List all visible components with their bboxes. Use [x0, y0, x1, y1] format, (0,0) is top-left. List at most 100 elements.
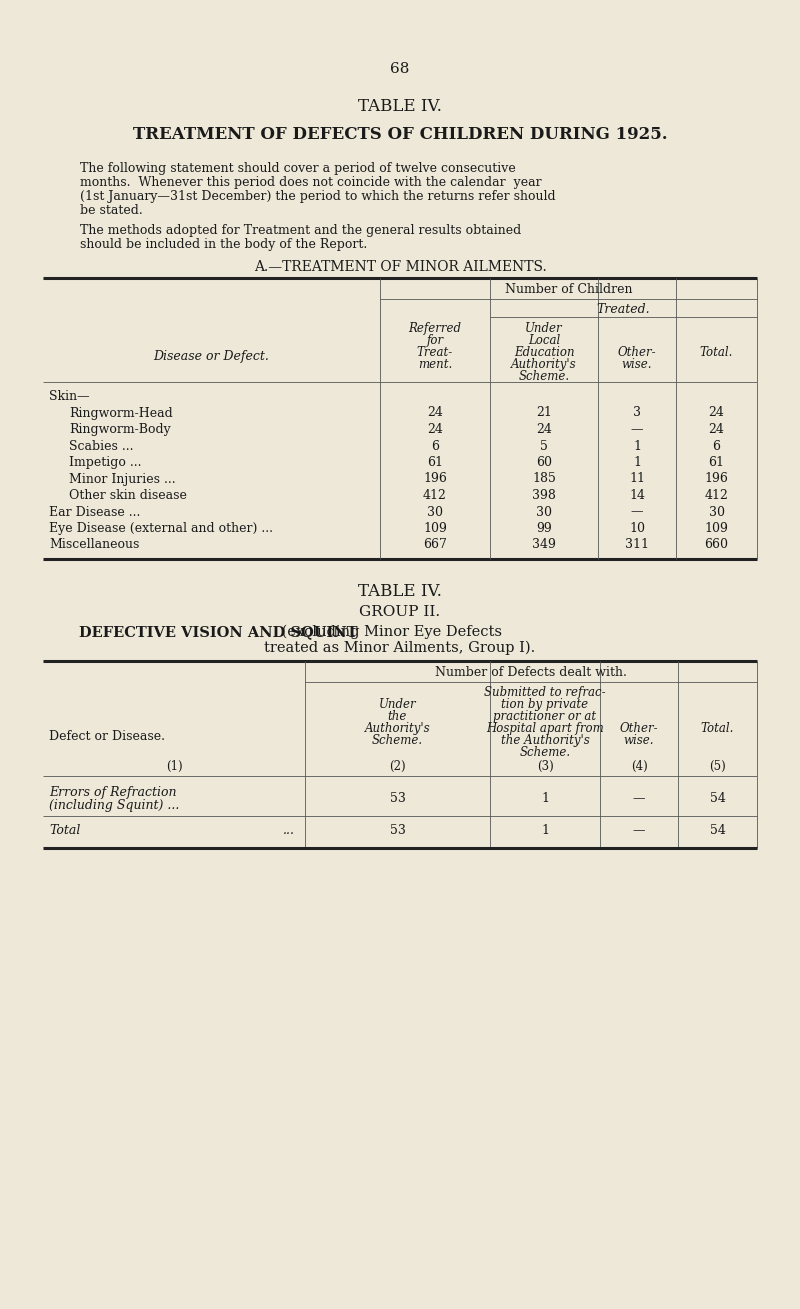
Text: Minor Injuries ...: Minor Injuries ... — [69, 473, 176, 486]
Text: Referred: Referred — [409, 322, 462, 335]
Text: should be included in the body of the Report.: should be included in the body of the Re… — [80, 238, 367, 251]
Text: 1: 1 — [633, 456, 641, 469]
Text: wise.: wise. — [624, 734, 654, 747]
Text: 660: 660 — [705, 538, 729, 551]
Text: ment.: ment. — [418, 357, 452, 370]
Text: Defect or Disease.: Defect or Disease. — [49, 730, 165, 744]
Text: Scheme.: Scheme. — [518, 370, 570, 384]
Text: 1: 1 — [541, 823, 549, 836]
Text: 6: 6 — [431, 440, 439, 453]
Text: 60: 60 — [536, 456, 552, 469]
Text: Disease or Defect.: Disease or Defect. — [154, 350, 270, 363]
Text: 349: 349 — [532, 538, 556, 551]
Text: Submitted to refrac-: Submitted to refrac- — [484, 686, 606, 699]
Text: Ear Disease ...: Ear Disease ... — [49, 505, 140, 518]
Text: for: for — [426, 334, 443, 347]
Text: 10: 10 — [629, 522, 645, 535]
Text: months.  Whenever this period does not coincide with the calendar  year: months. Whenever this period does not co… — [80, 175, 542, 188]
Text: Total.: Total. — [700, 346, 733, 359]
Text: 311: 311 — [625, 538, 649, 551]
Text: Eye Disease (external and other) ...: Eye Disease (external and other) ... — [49, 522, 273, 535]
Text: Impetigo ...: Impetigo ... — [69, 456, 142, 469]
Text: Hospital apart from: Hospital apart from — [486, 723, 604, 734]
Text: 30: 30 — [427, 505, 443, 518]
Text: 109: 109 — [705, 522, 729, 535]
Text: Miscellaneous: Miscellaneous — [49, 538, 139, 551]
Text: 14: 14 — [629, 490, 645, 501]
Text: 11: 11 — [629, 473, 645, 486]
Text: 196: 196 — [423, 473, 447, 486]
Text: —: — — [630, 423, 643, 436]
Text: (5): (5) — [709, 761, 726, 774]
Text: (excluding Minor Eye Defects: (excluding Minor Eye Defects — [278, 624, 502, 639]
Text: 54: 54 — [710, 823, 726, 836]
Text: (2): (2) — [389, 761, 406, 774]
Text: 1: 1 — [541, 792, 549, 805]
Text: 68: 68 — [390, 62, 410, 76]
Text: 196: 196 — [705, 473, 729, 486]
Text: Skin—: Skin— — [49, 390, 90, 403]
Text: The following statement should cover a period of twelve consecutive: The following statement should cover a p… — [80, 162, 516, 175]
Text: Scheme.: Scheme. — [519, 746, 570, 759]
Text: TREATMENT OF DEFECTS OF CHILDREN DURING 1925.: TREATMENT OF DEFECTS OF CHILDREN DURING … — [133, 126, 667, 143]
Text: 667: 667 — [423, 538, 447, 551]
Text: GROUP II.: GROUP II. — [359, 605, 441, 619]
Text: 24: 24 — [427, 423, 443, 436]
Text: 61: 61 — [709, 456, 725, 469]
Text: (3): (3) — [537, 761, 554, 774]
Text: TABLE IV.: TABLE IV. — [358, 98, 442, 115]
Text: 53: 53 — [390, 823, 406, 836]
Text: ...: ... — [283, 823, 295, 836]
Text: 53: 53 — [390, 792, 406, 805]
Text: Local: Local — [528, 334, 560, 347]
Text: (4): (4) — [630, 761, 647, 774]
Text: 99: 99 — [536, 522, 552, 535]
Text: 30: 30 — [536, 505, 552, 518]
Text: 21: 21 — [536, 407, 552, 419]
Text: (1): (1) — [166, 761, 182, 774]
Text: Number of Defects dealt with.: Number of Defects dealt with. — [435, 666, 627, 679]
Text: 61: 61 — [427, 456, 443, 469]
Text: Scheme.: Scheme. — [372, 734, 423, 747]
Text: —: — — [630, 505, 643, 518]
Text: Total: Total — [49, 823, 80, 836]
Text: 54: 54 — [710, 792, 726, 805]
Text: 30: 30 — [709, 505, 725, 518]
Text: Ringworm-Head: Ringworm-Head — [69, 407, 173, 419]
Text: Ringworm-Body: Ringworm-Body — [69, 423, 170, 436]
Text: 3: 3 — [633, 407, 641, 419]
Text: practitioner or at: practitioner or at — [494, 709, 597, 723]
Text: the: the — [388, 709, 407, 723]
Text: —: — — [633, 823, 646, 836]
Text: Total.: Total. — [701, 723, 734, 734]
Text: Number of Children: Number of Children — [505, 283, 632, 296]
Text: the Authority's: the Authority's — [501, 734, 590, 747]
Text: Authority's: Authority's — [511, 357, 577, 370]
Text: 24: 24 — [536, 423, 552, 436]
Text: A.—TREATMENT OF MINOR AILMENTS.: A.—TREATMENT OF MINOR AILMENTS. — [254, 260, 546, 274]
Text: —: — — [633, 792, 646, 805]
Text: tion by private: tion by private — [502, 698, 589, 711]
Text: 5: 5 — [540, 440, 548, 453]
Text: 24: 24 — [427, 407, 443, 419]
Text: 109: 109 — [423, 522, 447, 535]
Text: 412: 412 — [423, 490, 447, 501]
Text: Under: Under — [525, 322, 563, 335]
Text: Other-: Other- — [618, 346, 656, 359]
Text: Treat-: Treat- — [417, 346, 453, 359]
Text: 6: 6 — [713, 440, 721, 453]
Text: treated as Minor Ailments, Group I).: treated as Minor Ailments, Group I). — [264, 641, 536, 656]
Text: (1st January—31st December) the period to which the returns refer should: (1st January—31st December) the period t… — [80, 190, 556, 203]
Text: wise.: wise. — [622, 357, 652, 370]
Text: (including Squint) ...: (including Squint) ... — [49, 798, 179, 812]
Text: 412: 412 — [705, 490, 729, 501]
Text: Other skin disease: Other skin disease — [69, 490, 187, 501]
Text: Scabies ...: Scabies ... — [69, 440, 134, 453]
Text: 1: 1 — [633, 440, 641, 453]
Text: 398: 398 — [532, 490, 556, 501]
Text: DEFECTIVE VISION AND SQUINT: DEFECTIVE VISION AND SQUINT — [79, 624, 358, 639]
Text: The methods adopted for Treatment and the general results obtained: The methods adopted for Treatment and th… — [80, 224, 522, 237]
Text: Authority's: Authority's — [365, 723, 430, 734]
Text: 24: 24 — [709, 407, 725, 419]
Text: Errors of Refraction: Errors of Refraction — [49, 785, 177, 798]
